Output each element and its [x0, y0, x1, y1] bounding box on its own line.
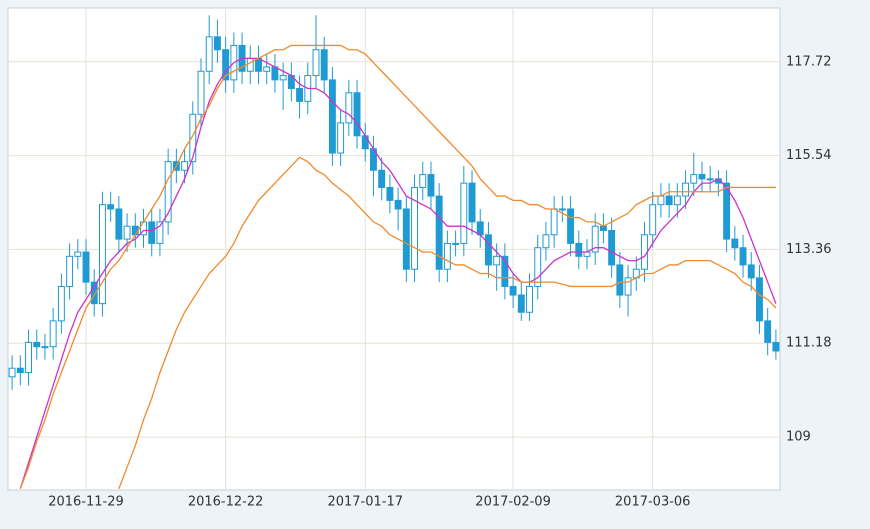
x-tick-label: 2017-01-17 — [327, 495, 403, 510]
candle-body — [74, 251, 82, 257]
candle-body — [107, 204, 115, 210]
candle-body — [460, 182, 468, 244]
candle-body — [419, 174, 427, 188]
candle-body — [271, 66, 279, 81]
moving-average-line — [19, 44, 776, 489]
candle-body — [526, 285, 533, 313]
candle-body — [328, 79, 336, 154]
candle-body — [616, 264, 624, 296]
candle-body — [764, 320, 772, 343]
candle-body — [197, 70, 205, 115]
candle-body — [673, 195, 681, 206]
candle-body — [402, 208, 410, 270]
candle-body — [189, 113, 197, 163]
candle-body — [706, 178, 714, 181]
candle-body — [575, 242, 583, 257]
y-tick-label: 117.72 — [786, 54, 832, 69]
x-tick-label: 2016-12-22 — [188, 495, 264, 510]
candle-body — [57, 285, 65, 322]
candle-body — [665, 195, 673, 206]
x-tick-label: 2017-02-09 — [475, 495, 551, 510]
candle-body — [378, 169, 386, 188]
candle-body — [747, 264, 755, 279]
candle-body — [49, 320, 57, 348]
candle-body — [468, 182, 476, 223]
candle-body — [624, 277, 632, 296]
x-tick-label: 2017-03-06 — [615, 495, 691, 510]
candle-body — [181, 161, 189, 171]
candle-body — [164, 161, 172, 223]
y-tick-label: 111.18 — [786, 336, 832, 351]
candle-body — [698, 174, 706, 180]
candle-body — [156, 221, 164, 244]
candle-body — [484, 234, 492, 266]
candle-body — [394, 199, 402, 210]
candle-body — [205, 36, 213, 72]
candle-body — [246, 57, 254, 72]
candle-body — [509, 285, 517, 296]
y-tick-label: 113.36 — [786, 242, 832, 257]
candle-body — [90, 281, 98, 305]
x-tick-label: 2016-11-29 — [48, 495, 124, 510]
candle-body — [8, 367, 16, 378]
candle-body — [493, 255, 501, 266]
candle-body — [66, 255, 74, 287]
candle-body — [534, 247, 542, 287]
candle-body — [723, 182, 731, 240]
candle-body — [345, 92, 353, 124]
candle-body — [148, 221, 156, 244]
candle-body — [427, 174, 435, 197]
candle-body — [296, 87, 304, 102]
candle-body — [608, 229, 616, 266]
candle-body — [756, 277, 763, 322]
candle-body — [279, 75, 287, 81]
candle-body — [649, 204, 657, 236]
candle-body — [690, 174, 698, 184]
candle-body — [353, 92, 361, 137]
candle-body — [657, 195, 665, 206]
candle-body — [567, 208, 575, 244]
candle-body — [558, 208, 566, 211]
candle-body — [542, 234, 550, 249]
candle-body — [517, 294, 525, 313]
candle-body — [739, 247, 747, 266]
candle-body — [312, 49, 320, 77]
candle-body — [386, 186, 394, 201]
candle-body — [443, 242, 451, 270]
candle-body — [82, 251, 90, 283]
candle-body — [591, 225, 599, 253]
candle-body — [25, 341, 32, 374]
candle-body — [452, 242, 460, 245]
candle-body — [33, 341, 41, 348]
y-tick-label: 115.54 — [786, 148, 832, 163]
y-tick-label: 109 — [786, 430, 811, 445]
candle-body — [337, 122, 345, 154]
candle-body — [501, 255, 509, 287]
candle-body — [682, 182, 690, 197]
candle-body — [550, 208, 558, 236]
candle-body — [320, 49, 328, 81]
candle-body — [731, 238, 739, 249]
moving-average-line — [19, 57, 777, 489]
candle-body — [255, 57, 262, 72]
candle-body — [435, 195, 443, 270]
candle-body — [115, 208, 123, 240]
candle-body — [361, 135, 369, 150]
moving-average-line — [118, 156, 777, 489]
candle-body — [263, 66, 271, 72]
candle-body — [123, 225, 131, 240]
candle-body — [222, 49, 230, 81]
candle-body — [98, 204, 106, 305]
candle-body — [772, 341, 780, 352]
candle-body — [476, 221, 484, 236]
candle-body — [41, 346, 49, 349]
candle-body — [411, 186, 418, 270]
candle-body — [213, 36, 221, 51]
candle-body — [16, 367, 24, 374]
